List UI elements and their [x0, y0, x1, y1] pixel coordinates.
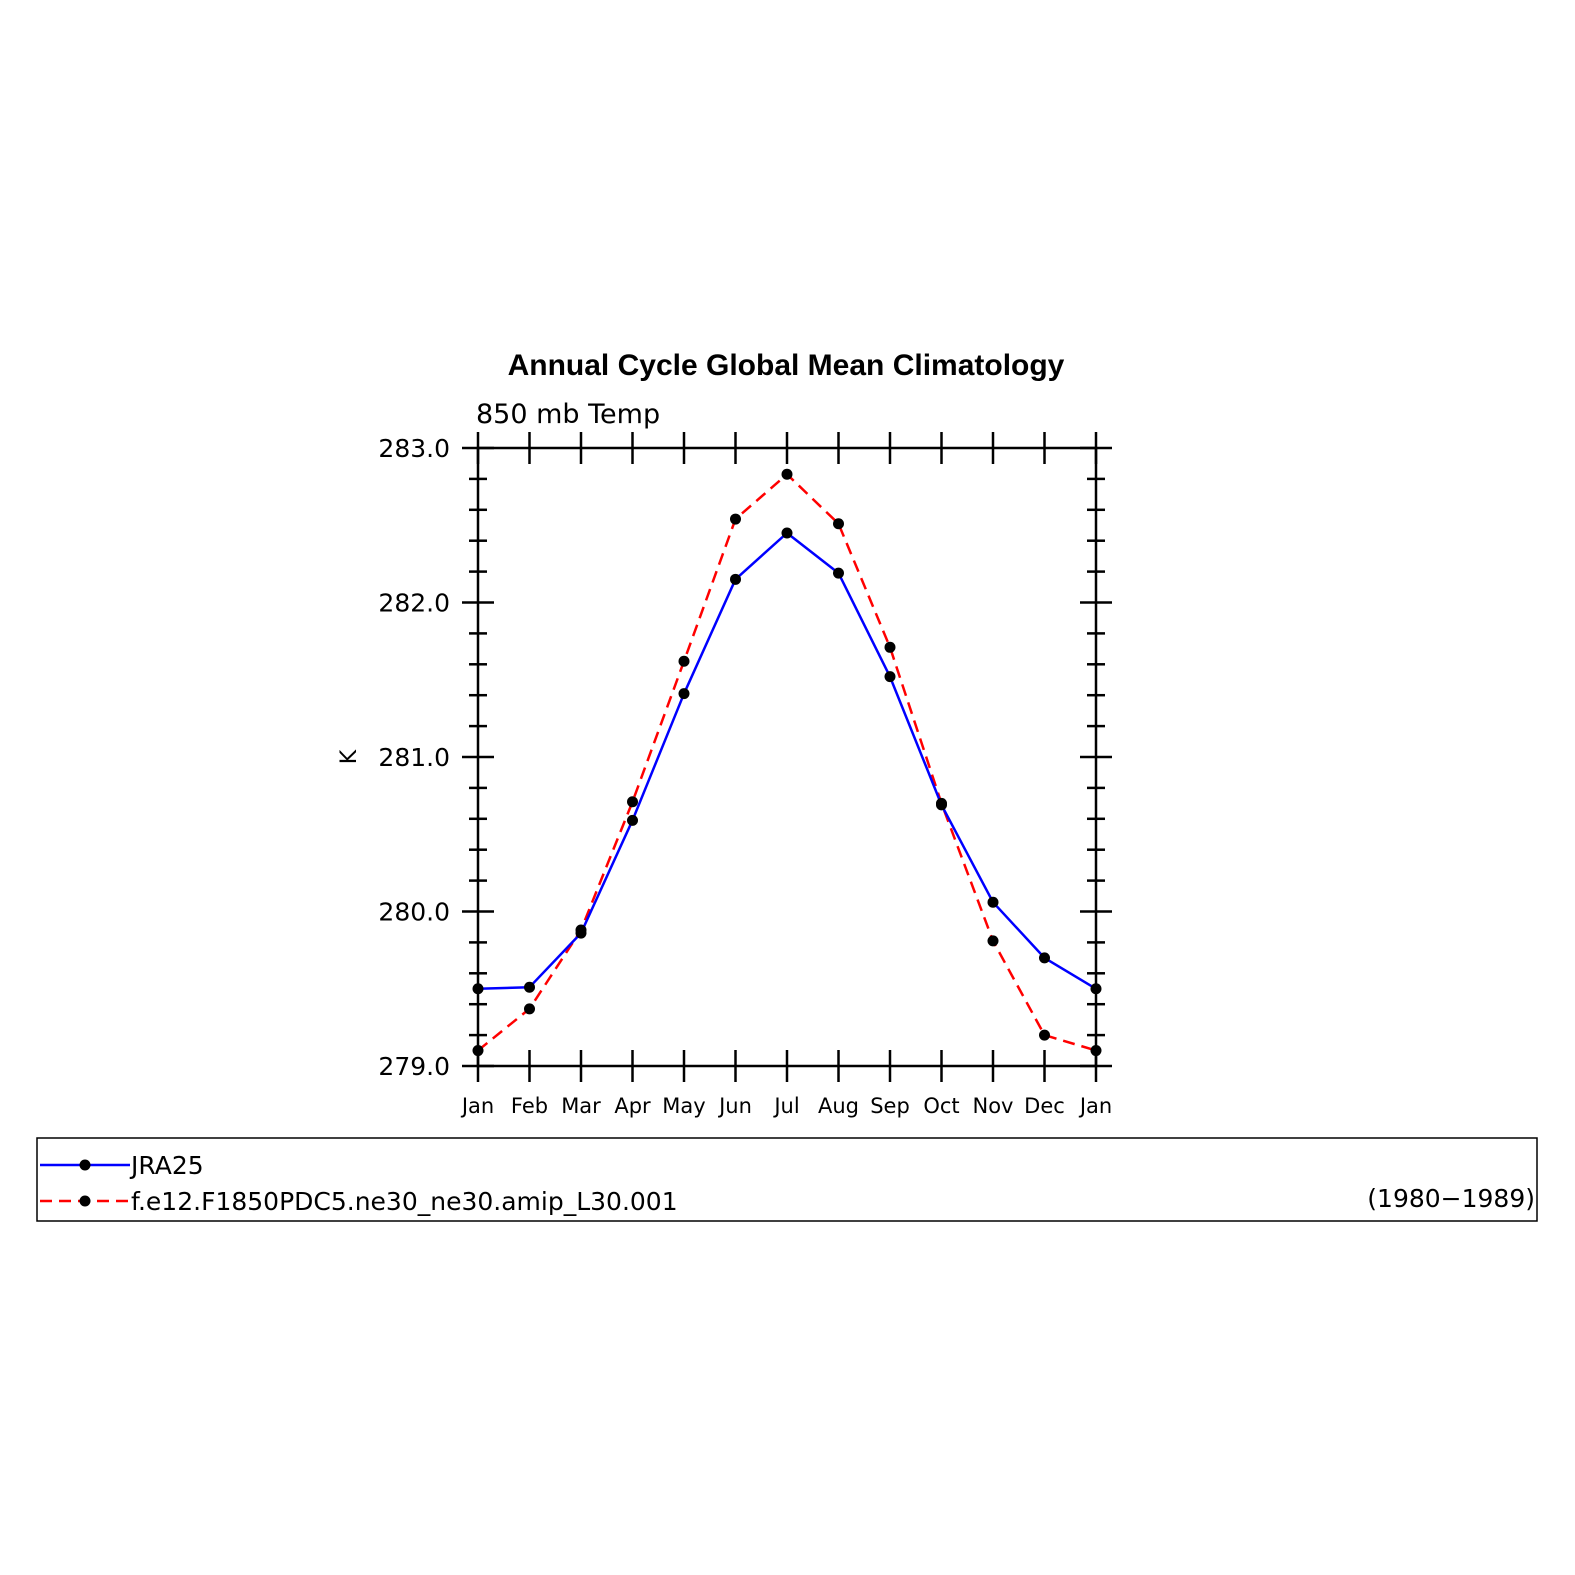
- data-point: [524, 981, 535, 993]
- data-point: [472, 1045, 484, 1057]
- data-point: [678, 688, 690, 700]
- legend-label: f.e12.F1850PDC5.ne30_ne30.amip_L30.001: [131, 1187, 678, 1216]
- plot-frame: [476, 446, 1098, 1068]
- x-tick-labels: Jan Feb Mar Apr May Jun Jul Aug Sep Oct Nov Dec Jan: [460, 1094, 1112, 1118]
- data-point: [627, 796, 638, 808]
- data-point: [781, 468, 793, 480]
- x-tick-label: Mar: [561, 1094, 601, 1118]
- x-tick-label: Dec: [1024, 1094, 1065, 1118]
- series-line: [477, 473, 1097, 1052]
- data-point: [575, 924, 587, 936]
- x-tick-label: Jul: [772, 1094, 799, 1118]
- chart-title: Annual Cycle Global Mean Climatology: [508, 349, 1065, 382]
- x-tick-label: Oct: [923, 1094, 959, 1118]
- axis-ticks: [462, 432, 1112, 1082]
- x-tick-label: Feb: [511, 1094, 548, 1118]
- data-point: [1039, 1029, 1050, 1041]
- data-point: [678, 655, 690, 667]
- y-tick-label: 283.0: [378, 434, 450, 463]
- data-point: [781, 527, 793, 539]
- y-tick-label: 281.0: [378, 743, 450, 772]
- data-point: [1039, 952, 1050, 964]
- legend-marker: [79, 1159, 91, 1171]
- x-tick-label: Aug: [818, 1094, 859, 1118]
- data-point: [524, 1003, 535, 1015]
- x-tick-label: Nov: [973, 1094, 1014, 1118]
- y-tick-label: 282.0: [378, 589, 450, 618]
- y-tick-labels: 279.0 280.0 281.0 282.0 283.0: [378, 434, 450, 1081]
- x-tick-label: Jan: [1078, 1094, 1112, 1118]
- data-point: [987, 896, 999, 908]
- legend-box: [36, 1137, 1538, 1222]
- data-point: [884, 671, 896, 683]
- series-line: [477, 531, 1097, 991]
- y-axis-label: K: [337, 749, 362, 764]
- chart-subtitle: 850 mb Temp: [476, 399, 660, 430]
- x-tick-label: Jan: [460, 1094, 494, 1118]
- data-point: [730, 573, 741, 585]
- series-layer: [472, 468, 1102, 1057]
- x-tick-label: Jun: [717, 1094, 752, 1118]
- legend-period: (1980−1989): [1367, 1184, 1535, 1213]
- data-point: [936, 797, 947, 809]
- data-point: [884, 641, 896, 653]
- data-point: [627, 814, 638, 826]
- data-point: [987, 935, 999, 947]
- legend-items: JRA25 f.e12.F1850PDC5.ne30_ne30.amip_L30.…: [40, 1151, 678, 1216]
- x-tick-label: May: [662, 1094, 705, 1118]
- data-point: [1090, 983, 1102, 995]
- data-point: [730, 513, 741, 525]
- y-tick-label: 280.0: [378, 898, 450, 927]
- data-point: [1090, 1045, 1102, 1057]
- data-point: [833, 518, 844, 530]
- x-tick-label: Apr: [614, 1094, 651, 1118]
- y-tick-label: 279.0: [378, 1052, 450, 1081]
- legend-marker: [79, 1195, 91, 1207]
- data-point: [833, 567, 844, 579]
- legend-label: JRA25: [129, 1151, 204, 1180]
- data-point: [472, 983, 484, 995]
- x-tick-label: Sep: [870, 1094, 910, 1118]
